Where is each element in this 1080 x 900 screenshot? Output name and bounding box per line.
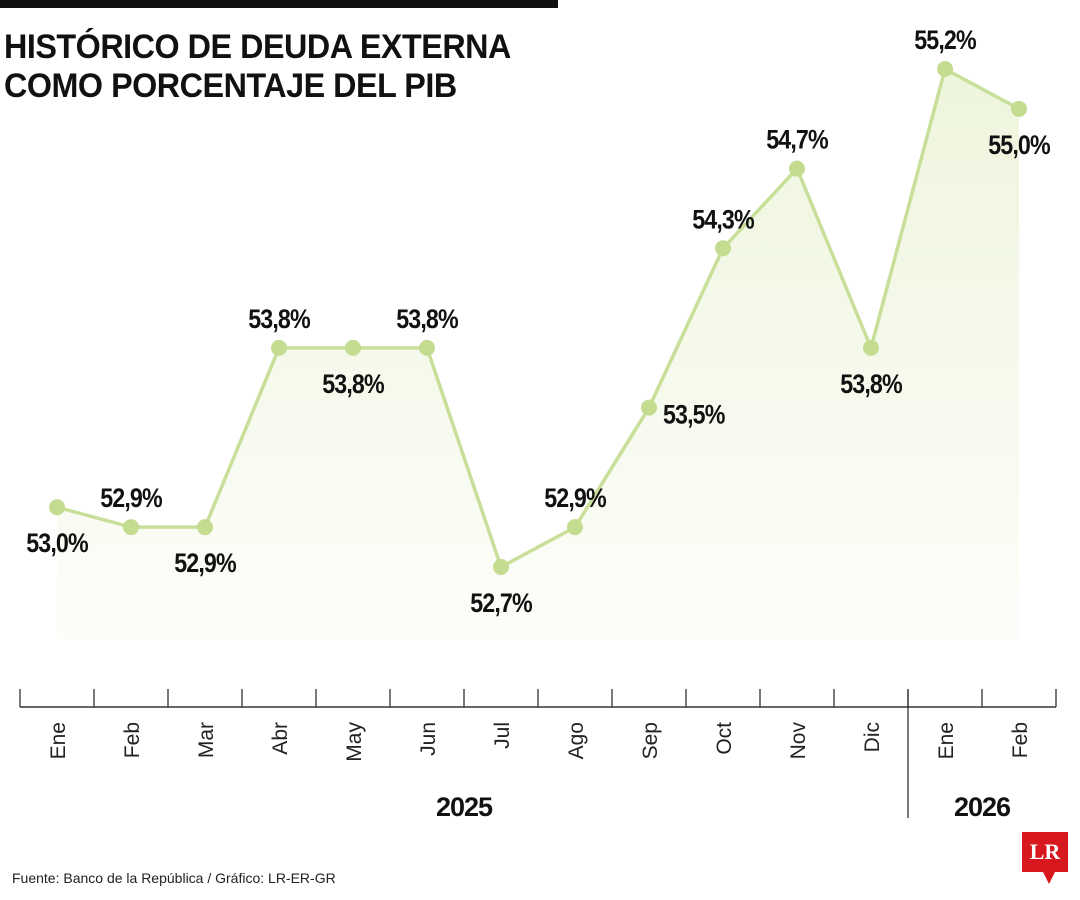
data-point — [123, 519, 139, 536]
source-note: Fuente: Banco de la República / Gráfico:… — [12, 870, 336, 886]
x-tick-label: Abr — [269, 722, 292, 755]
x-tick-label: Sep — [639, 722, 662, 759]
data-point — [789, 160, 805, 177]
x-tick-label: Feb — [1009, 722, 1032, 758]
data-label: 54,7% — [766, 125, 828, 155]
x-tick-label: Oct — [713, 722, 736, 755]
chart-title: HISTÓRICO DE DEUDA EXTERNA COMO PORCENTA… — [4, 28, 511, 106]
data-label: 53,5% — [663, 400, 725, 430]
data-label: 54,3% — [692, 205, 754, 235]
x-tick-label: May — [343, 722, 366, 762]
title-line-2: COMO PORCENTAJE DEL PIB — [4, 67, 457, 105]
x-tick-label: Ago — [565, 722, 588, 759]
data-point — [493, 559, 509, 575]
data-label: 55,2% — [914, 25, 976, 55]
data-point — [271, 339, 287, 356]
data-point — [197, 519, 213, 536]
data-point — [1011, 100, 1027, 117]
data-point — [567, 519, 583, 536]
data-label: 52,9% — [174, 549, 236, 579]
x-tick-label: Nov — [787, 722, 810, 760]
data-point — [419, 339, 435, 356]
x-tick-label: Mar — [195, 722, 218, 758]
lr-logo-tail — [1043, 872, 1055, 884]
series-line — [56, 67, 1020, 569]
top-rule — [0, 0, 558, 8]
data-point — [49, 499, 65, 516]
data-label: 55,0% — [988, 130, 1050, 160]
data-point — [863, 339, 879, 356]
year-label: 2026 — [954, 792, 1011, 822]
x-tick-label: Ene — [935, 722, 958, 759]
data-label: 53,8% — [396, 304, 458, 334]
x-tick-label: Feb — [121, 722, 144, 758]
data-label: 53,8% — [248, 304, 310, 334]
x-tick-label: Dic — [861, 722, 884, 752]
data-point — [715, 240, 731, 257]
data-label: 53,8% — [840, 369, 902, 399]
x-tick-label: Jun — [417, 722, 440, 756]
x-tick-label: Jul — [491, 722, 514, 749]
year-label: 2025 — [436, 792, 493, 822]
data-point — [345, 339, 361, 356]
data-label: 53,8% — [322, 369, 384, 399]
data-label: 53,0% — [26, 529, 88, 559]
data-point — [937, 61, 953, 77]
data-label: 52,9% — [100, 484, 162, 514]
area-fill — [57, 69, 1019, 640]
x-tick-label: Ene — [47, 722, 70, 759]
data-point — [641, 399, 657, 416]
title-line-1: HISTÓRICO DE DEUDA EXTERNA — [4, 28, 511, 66]
lr-logo: LR — [1022, 832, 1068, 872]
data-label: 52,7% — [470, 588, 532, 618]
data-label: 52,9% — [544, 484, 606, 514]
